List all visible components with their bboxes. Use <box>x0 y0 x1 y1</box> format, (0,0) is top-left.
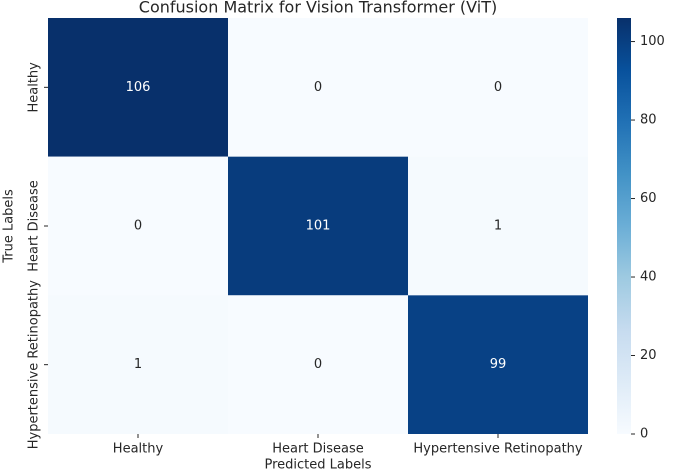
x-axis-label: Predicted Labels <box>264 458 371 473</box>
cell-label: 1 <box>134 357 142 372</box>
colorbar-tick-label: 60 <box>640 191 657 206</box>
cell-label: 1 <box>494 219 502 234</box>
y-tick-label: Heart Disease <box>27 180 42 271</box>
cell-label: 106 <box>126 80 151 95</box>
x-tick-label: Hypertensive Retinopathy <box>413 442 583 457</box>
colorbar-tick-label: 0 <box>640 427 648 442</box>
heatmap-cell <box>48 156 228 296</box>
chart-title: Confusion Matrix for Vision Transformer … <box>139 0 497 17</box>
x-tick-label: Heart Disease <box>272 442 363 457</box>
x-tick-label: Healthy <box>113 442 164 457</box>
colorbar-tick-label: 100 <box>640 34 665 49</box>
y-tick-label: Hypertensive Retinopathy <box>27 280 42 450</box>
cell-label: 0 <box>494 80 502 95</box>
heatmap-cell <box>408 295 588 434</box>
cell-label: 99 <box>490 357 507 372</box>
cell-label: 0 <box>314 357 322 372</box>
heatmap-cell <box>48 295 228 434</box>
heatmap-cell <box>228 156 408 296</box>
y-axis-label: True Labels <box>2 189 17 264</box>
colorbar-tick-label: 80 <box>640 113 657 128</box>
cell-label: 0 <box>134 219 142 234</box>
cell-label: 101 <box>306 219 331 234</box>
heatmap-cell <box>408 156 588 296</box>
colorbar <box>617 18 631 434</box>
colorbar-tick-label: 20 <box>640 348 657 363</box>
heatmap-cell <box>408 18 588 157</box>
heatmap-cell <box>228 18 408 157</box>
cell-label: 0 <box>314 80 322 95</box>
heatmap-cell <box>48 18 228 157</box>
y-tick-label: Healthy <box>27 62 42 113</box>
heatmap-cell <box>228 295 408 434</box>
colorbar-tick-label: 40 <box>640 270 657 285</box>
